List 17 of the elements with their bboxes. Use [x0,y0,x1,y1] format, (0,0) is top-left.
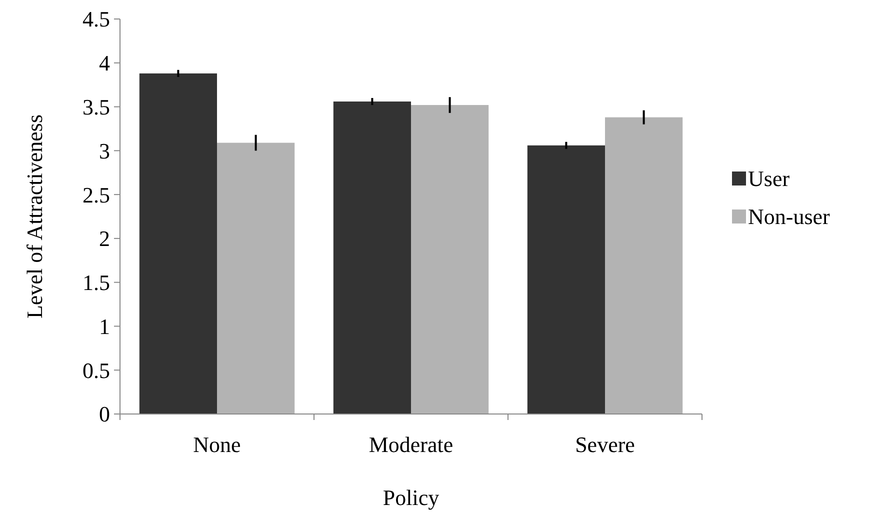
x-tick-label: Moderate [368,432,454,457]
y-tick-label: 3.5 [82,94,110,120]
y-tick-label: 1.5 [82,270,110,296]
y-tick-label: 4.5 [82,6,110,32]
x-tick-label: Severe [575,432,635,457]
y-tick-label: 1 [99,314,110,339]
y-tick-label: 2.5 [82,182,110,208]
y-tick-label: 3 [99,138,110,164]
x-tick-label: None [193,432,241,457]
y-tick-label: 4 [99,50,110,76]
x-axis-title: Policy [382,485,440,510]
y-axis-title: Level of Attractiveness [22,114,47,319]
y-tick-label: 0.5 [82,358,110,383]
legend-label: User [748,166,790,192]
legend-label: Non-user [748,204,831,230]
y-tick-label: 0 [99,402,110,427]
y-tick-label: 2 [99,226,110,252]
